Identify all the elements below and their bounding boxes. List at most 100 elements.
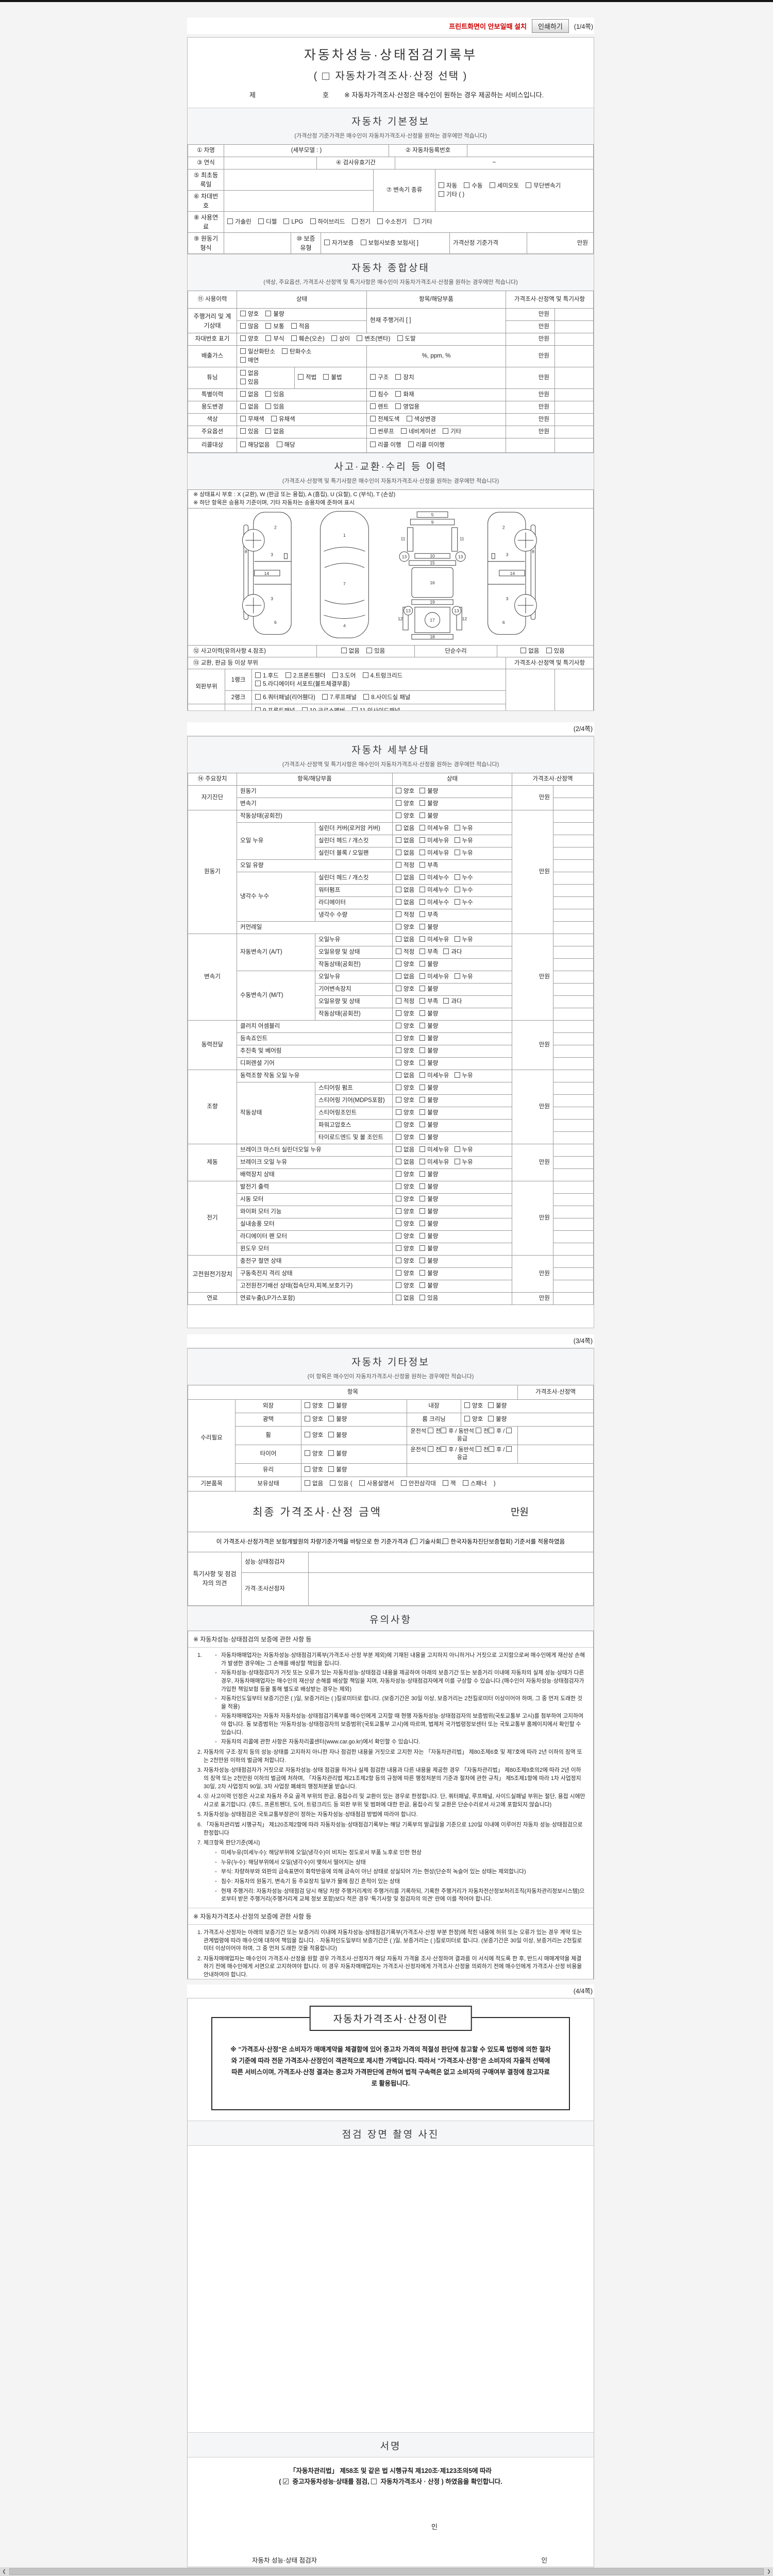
- item-label: 보유상태: [235, 1476, 301, 1492]
- option-checkbox: [443, 948, 449, 955]
- item-label: 커먼레일: [237, 921, 393, 934]
- option-checkbox: [265, 428, 272, 434]
- option-checkbox: [240, 403, 246, 410]
- option-checkbox: [240, 442, 246, 448]
- option-checkbox: [370, 374, 376, 380]
- item-label: 시동 모터: [237, 1193, 393, 1206]
- option-checkbox: [419, 1122, 426, 1128]
- row-label: 단순수리: [414, 645, 497, 658]
- option-checkbox: [323, 374, 329, 380]
- doc-number-line: 제 호 ※ 자동차가격조사·산정은 매수인이 원하는 경우 제공하는 서비스입니…: [249, 90, 594, 99]
- item-label: 윈도우 모터: [237, 1243, 393, 1256]
- item-options: 썬루프 네비게이션 기타: [366, 426, 507, 438]
- print-button[interactable]: 인쇄하기: [531, 19, 569, 33]
- option-checkbox: [489, 1428, 495, 1433]
- svg-text:11: 11: [460, 536, 464, 541]
- option-checkbox: [419, 1035, 426, 1041]
- svg-text:8: 8: [245, 549, 247, 554]
- option-checkbox: [255, 707, 261, 710]
- option-checkbox: [396, 800, 401, 806]
- state-options: 양호 불량: [392, 785, 512, 798]
- option-checkbox: [396, 911, 401, 918]
- option-checkbox: [419, 874, 426, 880]
- rank-label: A랭크: [225, 704, 252, 710]
- state-options: 해당없음 해당: [236, 438, 367, 453]
- option-checkbox: [396, 961, 401, 967]
- section-note: (가격조사·산정액 및 특기사항은 매수인이 자동차가격조사·산정을 원하는 경…: [282, 761, 499, 768]
- svg-text:3: 3: [506, 596, 509, 601]
- option-checkbox: [359, 1480, 365, 1486]
- option-checkbox: [443, 1538, 449, 1544]
- option-checkbox: [240, 428, 246, 434]
- option-checkbox: [464, 1402, 470, 1409]
- scroll-right-arrow[interactable]: ❯: [767, 2569, 771, 2574]
- item-label: 추진축 및 베어링: [237, 1045, 393, 1058]
- item-label: 수동변속기 (M/T): [237, 971, 315, 1021]
- group-label: 전기: [188, 1181, 237, 1256]
- option-checkbox: [464, 182, 470, 189]
- row-label: 색상: [188, 413, 237, 426]
- option-checkbox: [419, 1010, 426, 1016]
- option-checkbox: [454, 1146, 460, 1153]
- option-checkbox: [408, 442, 414, 448]
- price-unit: 만원: [506, 333, 556, 346]
- state-options: 없음 미세누유 누유: [392, 934, 512, 946]
- option-checkbox: [419, 850, 426, 856]
- col-header: 항목/해당부품: [237, 773, 393, 786]
- option-checkbox: [396, 850, 401, 856]
- page-indicator-3: (3/4쪽): [187, 1334, 594, 1348]
- state-options: 없음 미세누유 누유: [392, 971, 512, 984]
- page-1: 자동차성능·상태점검기록부 ( 자동차가격조사·산정 선택 ) 제 호 ※ 자동…: [187, 37, 594, 711]
- signature-block: 「자동차관리법」 제58조 및 같은 법 시행규칙 제120조·제123조의5에…: [188, 2458, 594, 2567]
- item-label: 내장: [407, 1399, 461, 1413]
- col-header: ⑪ 사용이력: [188, 291, 237, 309]
- option-checkbox: [332, 672, 338, 678]
- scrollbar-thumb[interactable]: [9, 2568, 764, 2575]
- item-label: 고전원전기배선 상태(접속단자,피복,보호기구): [237, 1280, 393, 1293]
- state-options: 없음 있음: [316, 645, 415, 658]
- svg-text:12: 12: [462, 616, 467, 621]
- col-header: 가격조사·산정액 및 특기사항: [506, 657, 594, 670]
- state-options: 양호 불량: [392, 798, 512, 810]
- item-label: 룸 크리닝: [407, 1413, 461, 1427]
- option-checkbox: [370, 403, 376, 410]
- option-checkbox: [396, 1183, 401, 1190]
- option-checkbox: [419, 1072, 426, 1078]
- page-indicator-2: (2/4쪽): [187, 722, 594, 736]
- svg-text:6: 6: [502, 620, 505, 625]
- row-label: ⑫ 사고이력(유의사항 4.참조): [188, 645, 317, 658]
- horizontal-scrollbar[interactable]: ❮ ❯: [0, 2567, 773, 2576]
- section-title: 자동차 종합상태: [351, 263, 430, 274]
- svg-text:14: 14: [510, 571, 515, 576]
- frame-view: 5 9 11 11 13 13 10 15 16 19 12 12 13 13 17 1…: [398, 511, 467, 640]
- item-label: 라디에이터 팬 모터: [237, 1230, 393, 1243]
- svg-text:13: 13: [406, 608, 411, 614]
- state-options: 양호 불량: [392, 1008, 512, 1021]
- scroll-left-arrow[interactable]: ❮: [2, 2569, 6, 2574]
- item-label: 스티어링 펌프: [315, 1082, 393, 1095]
- seal-placeholder: 인: [431, 2523, 438, 2531]
- option-checkbox: [396, 1023, 401, 1029]
- state-options: 양호 불량: [301, 1444, 407, 1464]
- section-detail-state: 자동차 세부상태 (가격조사·산정액 및 특기사항은 매수인이 자동차가격조사·…: [188, 736, 594, 773]
- inspector-opinion-table: 특기사항 및 점검자의 의견 성능·상태점검자 가격·조사산정자: [188, 1551, 594, 1606]
- transmission-options: 자동 수동 세미오토 무단변속기 기타 ( ): [435, 169, 594, 212]
- row-label: 차대번호 표기: [188, 333, 237, 346]
- basic-info-row1: ① 차명 (세부모델 : ) ② 자동차등록번호: [188, 144, 594, 157]
- option-checkbox: [240, 348, 246, 354]
- doc-no-suffix: 호: [322, 91, 329, 99]
- svg-text:1: 1: [343, 533, 346, 538]
- price-unit: 만원: [512, 1181, 553, 1256]
- item-label: 클러치 어셈블리: [237, 1020, 393, 1033]
- price-unit: 만원: [506, 401, 556, 414]
- svg-text:13: 13: [458, 554, 463, 560]
- section-title: 점검 장면 촬영 사진: [342, 2129, 440, 2140]
- option-checkbox: [520, 648, 527, 654]
- item-label: 타이어: [235, 1444, 301, 1464]
- state-options: 적정 부족 과다: [392, 946, 512, 959]
- price-unit: 만원: [506, 413, 556, 426]
- item-label: 브레이크 오일 누유: [237, 1156, 393, 1169]
- group-label: 자기진단: [188, 785, 237, 810]
- caution-heading-2: ※ 자동차가격조사·산정의 보증에 관한 사항 등: [188, 1907, 593, 1925]
